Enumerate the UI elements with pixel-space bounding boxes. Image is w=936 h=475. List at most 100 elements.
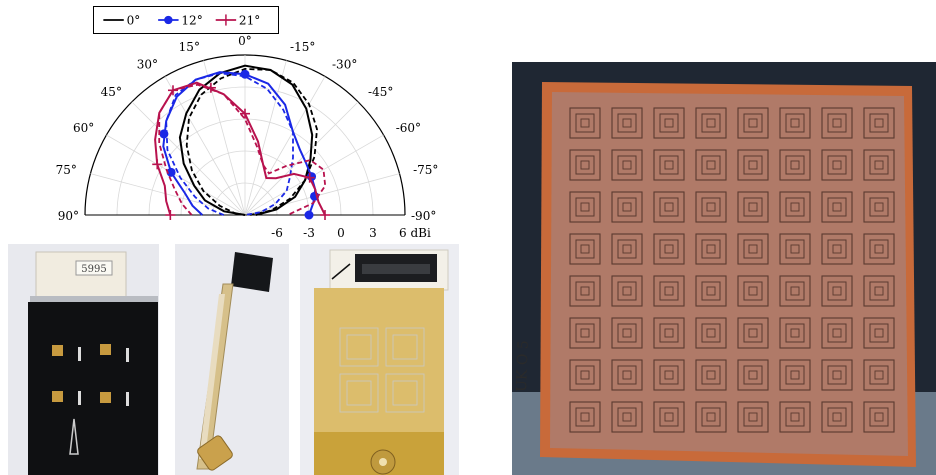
- array-element-inner: [743, 113, 763, 133]
- array-element-inner: [701, 239, 721, 259]
- array-element-inner: [743, 365, 763, 385]
- array-element-inner: [575, 365, 595, 385]
- polar-radiation-pattern: 90° 75° 60° 45° 30° 15° 0° -15° -30° -45° -60° -75°…: [56, 34, 439, 240]
- array-element-inner: [617, 113, 637, 133]
- array-element-core: [664, 328, 674, 338]
- array-element-core: [580, 118, 590, 128]
- array-element-core: [874, 286, 884, 296]
- array-element-core: [790, 244, 800, 254]
- array-element-core: [706, 160, 716, 170]
- array-element: [821, 359, 853, 391]
- array-element: [695, 317, 727, 349]
- angle-tick-label: -45°: [368, 85, 393, 99]
- array-element-core: [580, 412, 590, 422]
- array-element-inner: [869, 239, 889, 259]
- series-1-marker: [240, 69, 250, 79]
- array-element-inner: [575, 155, 595, 175]
- array-element: [695, 107, 727, 139]
- array-element-inner: [575, 239, 595, 259]
- array-element: [695, 191, 727, 223]
- array-element-core: [664, 160, 674, 170]
- array-element-core: [748, 370, 758, 380]
- angle-tick-label: -60°: [396, 121, 421, 135]
- array-element-inner: [827, 197, 847, 217]
- array-element-inner: [659, 113, 679, 133]
- array-element: [695, 233, 727, 265]
- array-element-inner: [701, 281, 721, 301]
- array-element: [569, 401, 601, 433]
- angle-tick-label: -90°: [411, 209, 436, 223]
- angle-tick-label: 0°: [238, 34, 252, 48]
- array-element-core: [664, 286, 674, 296]
- array-element-inner: [827, 365, 847, 385]
- angle-tick-label: 15°: [179, 40, 200, 54]
- radial-tick-label: -3: [303, 226, 315, 240]
- photo-antenna-module-front: [300, 244, 459, 475]
- array-element: [863, 317, 895, 349]
- angle-tick-label: 30°: [137, 57, 158, 71]
- array-element: [653, 233, 685, 265]
- array-element-inner: [869, 281, 889, 301]
- array-element-core: [832, 202, 842, 212]
- array-element-core: [580, 286, 590, 296]
- array-element-core: [706, 202, 716, 212]
- series-1-marker: [159, 129, 169, 139]
- array-element: [611, 107, 643, 139]
- photo-antenna-module-back: 5995: [8, 244, 159, 475]
- array-element-inner: [827, 407, 847, 427]
- array-element-core: [580, 202, 590, 212]
- array-element-inner: [659, 365, 679, 385]
- series-2-dashed: [158, 83, 327, 216]
- radial-tick-label: 3: [369, 226, 377, 240]
- array-element: [611, 359, 643, 391]
- array-element-core: [622, 202, 632, 212]
- array-element-inner: [617, 197, 637, 217]
- grid-spoke: [131, 101, 246, 216]
- array-element-inner: [743, 323, 763, 343]
- array-element: [779, 149, 811, 181]
- array-element: [737, 149, 769, 181]
- array-element-core: [580, 370, 590, 380]
- array-element: [611, 191, 643, 223]
- array-element-inner: [617, 239, 637, 259]
- array-element: [863, 107, 895, 139]
- array-element-core: [706, 118, 716, 128]
- array-element-core: [832, 244, 842, 254]
- array-element-core: [748, 202, 758, 212]
- array-element-core: [832, 370, 842, 380]
- array-element-core: [580, 160, 590, 170]
- array-element: [695, 275, 727, 307]
- array-element-core: [664, 370, 674, 380]
- array-element-core: [706, 412, 716, 422]
- array-element-inner: [785, 407, 805, 427]
- array-element: [821, 107, 853, 139]
- array-element-core: [874, 328, 884, 338]
- array-element-core: [874, 370, 884, 380]
- array-element-core: [622, 160, 632, 170]
- array-element-core: [622, 244, 632, 254]
- array-element-inner: [869, 155, 889, 175]
- array-element-core: [790, 328, 800, 338]
- array-element-core: [748, 412, 758, 422]
- array-element-core: [622, 412, 632, 422]
- array-element-inner: [785, 155, 805, 175]
- array-element-core: [706, 244, 716, 254]
- array-element: [569, 149, 601, 181]
- array-element-core: [664, 118, 674, 128]
- array-element: [569, 317, 601, 349]
- array-element-inner: [743, 239, 763, 259]
- angle-tick-label: 60°: [73, 121, 94, 135]
- array-element-core: [832, 118, 842, 128]
- grid-spoke: [244, 60, 287, 216]
- array-element-inner: [869, 113, 889, 133]
- array-element: [737, 191, 769, 223]
- array-element-inner: [659, 155, 679, 175]
- array-element-core: [790, 412, 800, 422]
- array-element-inner: [659, 407, 679, 427]
- array-element-inner: [701, 323, 721, 343]
- array-element: [821, 233, 853, 265]
- array-element-inner: [785, 281, 805, 301]
- array-element: [695, 359, 727, 391]
- array-element-core: [580, 328, 590, 338]
- array-element: [863, 191, 895, 223]
